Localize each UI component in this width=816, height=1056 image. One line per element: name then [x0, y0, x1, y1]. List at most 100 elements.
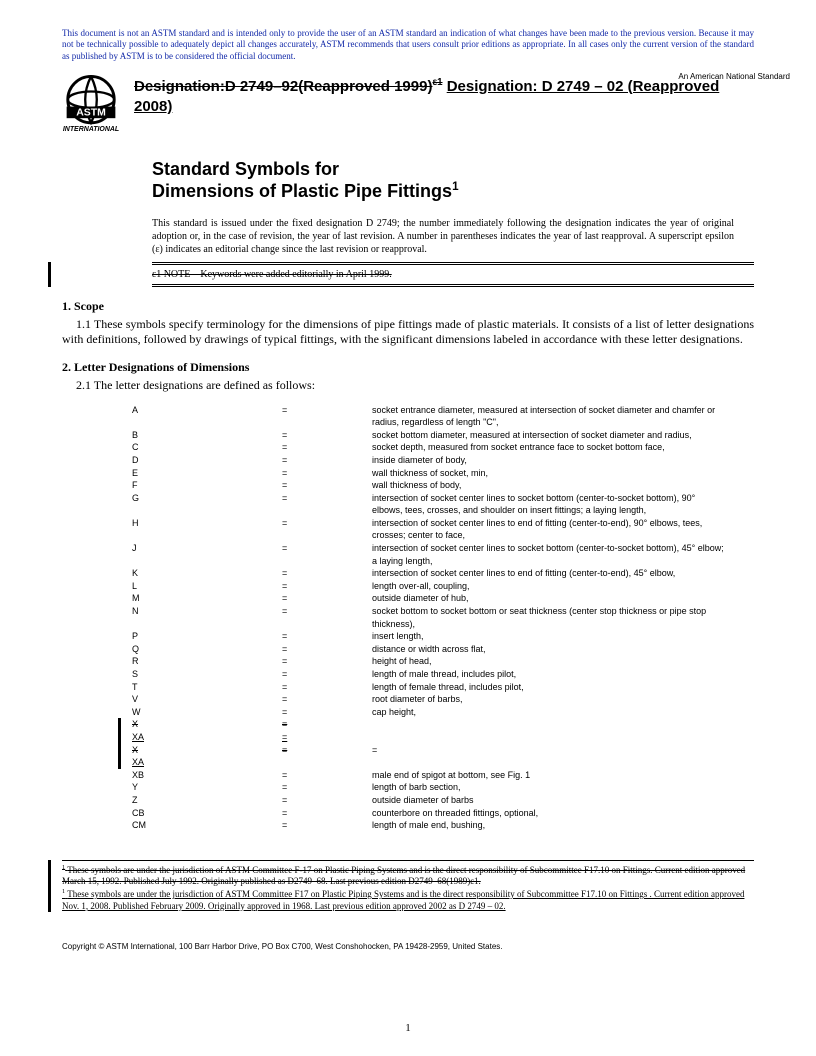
definition-equals: = [282, 404, 372, 417]
definition-symbol: A [132, 404, 282, 417]
definition-symbol: K [132, 567, 282, 580]
definition-equals: = [282, 467, 372, 480]
change-bar [48, 262, 51, 287]
definition-row: P=insert length, [132, 630, 754, 643]
definition-row: R=height of head, [132, 655, 754, 668]
definition-equals: = [282, 429, 372, 442]
definition-symbol: L [132, 580, 282, 593]
definition-row: L=length over-all, coupling, [132, 580, 754, 593]
definition-description: insert length, [372, 630, 754, 643]
definition-row: H=intersection of socket center lines to… [132, 517, 754, 542]
definition-symbol: W [132, 706, 282, 719]
definition-description: = [372, 744, 754, 757]
definition-row: B=socket bottom diameter, measured at in… [132, 429, 754, 442]
definition-equals: = [282, 718, 372, 731]
definition-description: socket depth, measured from socket entra… [372, 441, 754, 454]
definition-equals: = [282, 794, 372, 807]
designation-old-sup: ε1 [432, 77, 442, 88]
definition-description: length of male thread, includes pilot, [372, 668, 754, 681]
ans-label: An American National Standard [678, 72, 790, 83]
definition-row: C=socket depth, measured from socket ent… [132, 441, 754, 454]
definition-row: Y=length of barb section, [132, 781, 754, 794]
definition-description: outside diameter of barbs [372, 794, 754, 807]
definition-row: CB=counterbore on threaded fittings, opt… [132, 807, 754, 820]
definition-equals: = [282, 781, 372, 794]
definition-row: V=root diameter of barbs, [132, 693, 754, 706]
designation-block: An American National Standard Designatio… [134, 74, 754, 118]
definition-symbol: D [132, 454, 282, 467]
definition-symbol: XA [132, 731, 282, 744]
definition-symbol: Q [132, 643, 282, 656]
definition-equals: = [282, 454, 372, 467]
section-1-head: 1. Scope [62, 299, 754, 314]
definition-symbol: G [132, 492, 282, 505]
definition-row: J=intersection of socket center lines to… [132, 542, 754, 567]
definition-row: Q=distance or width across flat, [132, 643, 754, 656]
definition-equals: = [282, 492, 372, 505]
section-2-head: 2. Letter Designations of Dimensions [62, 360, 754, 375]
definition-description: distance or width across flat, [372, 643, 754, 656]
definition-equals: = [282, 517, 372, 530]
definition-equals: = [282, 693, 372, 706]
footnote-old: 1 These symbols are under the jurisdicti… [62, 864, 754, 888]
definition-symbol: J [132, 542, 282, 555]
title-block: Standard Symbols for Dimensions of Plast… [152, 158, 754, 203]
definition-row: M=outside diameter of hub, [132, 592, 754, 605]
definition-description: wall thickness of body, [372, 479, 754, 492]
definition-row: XA= [132, 731, 754, 744]
definition-row: G=intersection of socket center lines to… [132, 492, 754, 517]
definition-equals: = [282, 630, 372, 643]
definition-row: T=length of female thread, includes pilo… [132, 681, 754, 694]
svg-text:ASTM: ASTM [76, 107, 106, 118]
section-1-body: 1.1 These symbols specify terminology fo… [62, 317, 754, 348]
definition-row: S=length of male thread, includes pilot, [132, 668, 754, 681]
definition-equals: = [282, 731, 372, 744]
definition-row: X== [132, 744, 754, 757]
definition-row: W=cap height, [132, 706, 754, 719]
definition-symbol: S [132, 668, 282, 681]
definitions-table: A=socket entrance diameter, measured at … [132, 404, 754, 832]
definition-symbol: CM [132, 819, 282, 832]
definition-description: male end of spigot at bottom, see Fig. 1 [372, 769, 754, 782]
definition-description: counterbore on threaded fittings, option… [372, 807, 754, 820]
definition-row: E=wall thickness of socket, min, [132, 467, 754, 480]
definition-row: Z=outside diameter of barbs [132, 794, 754, 807]
definition-symbol: C [132, 441, 282, 454]
rule-top [152, 262, 754, 265]
definition-description: length of male end, bushing, [372, 819, 754, 832]
definition-symbol: M [132, 592, 282, 605]
definition-description: height of head, [372, 655, 754, 668]
definition-equals: = [282, 542, 372, 555]
definition-equals: = [282, 441, 372, 454]
definition-description: root diameter of barbs, [372, 693, 754, 706]
definition-equals: = [282, 744, 372, 757]
definition-symbol: T [132, 681, 282, 694]
change-bar [48, 860, 51, 913]
definition-symbol: H [132, 517, 282, 530]
definition-description: intersection of socket center lines to e… [372, 517, 754, 542]
definition-symbol: CB [132, 807, 282, 820]
editorial-note: ε1 NOTE—Keywords were added editorially … [152, 269, 754, 280]
definition-symbol: X [132, 718, 282, 731]
definition-symbol: B [132, 429, 282, 442]
definition-description: socket bottom diameter, measured at inte… [372, 429, 754, 442]
title-line1: Standard Symbols for [152, 158, 754, 181]
change-bar [118, 718, 121, 768]
definition-equals: = [282, 592, 372, 605]
header-row: ASTM INTERNATIONAL An American National … [62, 74, 754, 138]
page-number: 1 [0, 1022, 816, 1034]
definition-row: CM=length of male end, bushing, [132, 819, 754, 832]
astm-logo: ASTM INTERNATIONAL [62, 74, 120, 138]
footnote-new: 1 These symbols are under the jurisdicti… [62, 888, 754, 912]
definition-description: socket entrance diameter, measured at in… [372, 404, 754, 429]
definition-row: XA [132, 756, 754, 769]
section-2-intro: 2.1 The letter designations are defined … [62, 378, 754, 394]
definition-row: XB=male end of spigot at bottom, see Fig… [132, 769, 754, 782]
definition-symbol: E [132, 467, 282, 480]
definition-equals: = [282, 681, 372, 694]
definition-description: intersection of socket center lines to s… [372, 492, 754, 517]
definition-symbol: XA [132, 756, 282, 769]
copyright: Copyright © ASTM International, 100 Barr… [62, 942, 754, 951]
definition-equals: = [282, 819, 372, 832]
definition-equals: = [282, 605, 372, 618]
